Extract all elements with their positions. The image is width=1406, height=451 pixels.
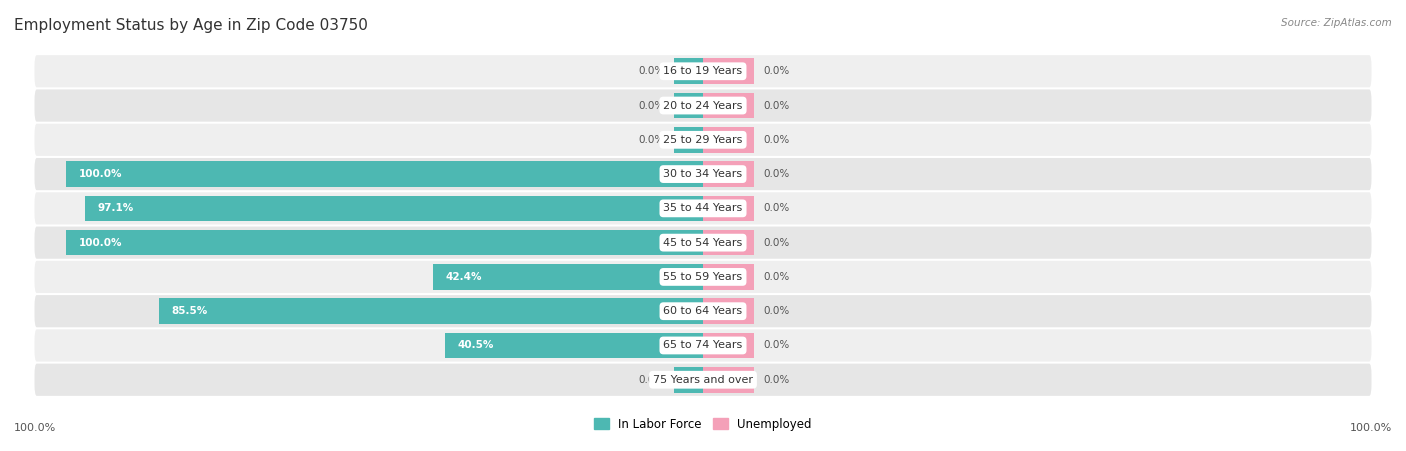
Bar: [703, 161, 754, 187]
Text: 20 to 24 Years: 20 to 24 Years: [664, 101, 742, 110]
FancyBboxPatch shape: [35, 364, 1371, 396]
Text: 16 to 19 Years: 16 to 19 Years: [664, 66, 742, 76]
Bar: [703, 333, 754, 358]
Text: 0.0%: 0.0%: [763, 135, 790, 145]
Text: 0.0%: 0.0%: [763, 101, 790, 110]
FancyBboxPatch shape: [35, 295, 1371, 327]
Text: 0.0%: 0.0%: [763, 272, 790, 282]
Text: 35 to 44 Years: 35 to 44 Years: [664, 203, 742, 213]
Bar: [703, 264, 754, 290]
Bar: [703, 127, 754, 152]
Text: 0.0%: 0.0%: [763, 341, 790, 350]
Text: 45 to 54 Years: 45 to 54 Years: [664, 238, 742, 248]
Text: 25 to 29 Years: 25 to 29 Years: [664, 135, 742, 145]
Text: 0.0%: 0.0%: [763, 66, 790, 76]
Text: 0.0%: 0.0%: [763, 238, 790, 248]
FancyBboxPatch shape: [35, 261, 1371, 293]
FancyBboxPatch shape: [35, 124, 1371, 156]
Bar: [675, 127, 703, 152]
Text: 100.0%: 100.0%: [79, 238, 122, 248]
Bar: [675, 58, 703, 84]
Bar: [703, 196, 754, 221]
Text: Source: ZipAtlas.com: Source: ZipAtlas.com: [1281, 18, 1392, 28]
Bar: [159, 299, 703, 324]
Bar: [703, 367, 754, 392]
Text: 55 to 59 Years: 55 to 59 Years: [664, 272, 742, 282]
FancyBboxPatch shape: [35, 55, 1371, 87]
Bar: [675, 367, 703, 392]
Text: 30 to 34 Years: 30 to 34 Years: [664, 169, 742, 179]
Bar: [84, 196, 703, 221]
Bar: [703, 299, 754, 324]
Legend: In Labor Force, Unemployed: In Labor Force, Unemployed: [589, 413, 817, 436]
Text: 75 Years and over: 75 Years and over: [652, 375, 754, 385]
Text: 0.0%: 0.0%: [763, 203, 790, 213]
Bar: [446, 333, 703, 358]
Text: 40.5%: 40.5%: [458, 341, 495, 350]
FancyBboxPatch shape: [35, 226, 1371, 259]
Bar: [675, 93, 703, 118]
Text: Employment Status by Age in Zip Code 03750: Employment Status by Age in Zip Code 037…: [14, 18, 368, 33]
Bar: [703, 230, 754, 255]
Text: 85.5%: 85.5%: [172, 306, 208, 316]
Bar: [703, 93, 754, 118]
Bar: [66, 230, 703, 255]
Bar: [66, 161, 703, 187]
Text: 0.0%: 0.0%: [638, 135, 665, 145]
Text: 65 to 74 Years: 65 to 74 Years: [664, 341, 742, 350]
FancyBboxPatch shape: [35, 158, 1371, 190]
Bar: [703, 58, 754, 84]
Text: 97.1%: 97.1%: [97, 203, 134, 213]
Text: 0.0%: 0.0%: [763, 375, 790, 385]
FancyBboxPatch shape: [35, 89, 1371, 122]
FancyBboxPatch shape: [35, 329, 1371, 362]
Text: 100.0%: 100.0%: [14, 423, 56, 433]
Text: 42.4%: 42.4%: [446, 272, 482, 282]
Text: 100.0%: 100.0%: [1350, 423, 1392, 433]
Text: 0.0%: 0.0%: [638, 66, 665, 76]
Text: 0.0%: 0.0%: [763, 306, 790, 316]
Text: 0.0%: 0.0%: [763, 169, 790, 179]
Text: 0.0%: 0.0%: [638, 101, 665, 110]
Bar: [433, 264, 703, 290]
FancyBboxPatch shape: [35, 192, 1371, 225]
Text: 0.0%: 0.0%: [638, 375, 665, 385]
Text: 60 to 64 Years: 60 to 64 Years: [664, 306, 742, 316]
Text: 100.0%: 100.0%: [79, 169, 122, 179]
